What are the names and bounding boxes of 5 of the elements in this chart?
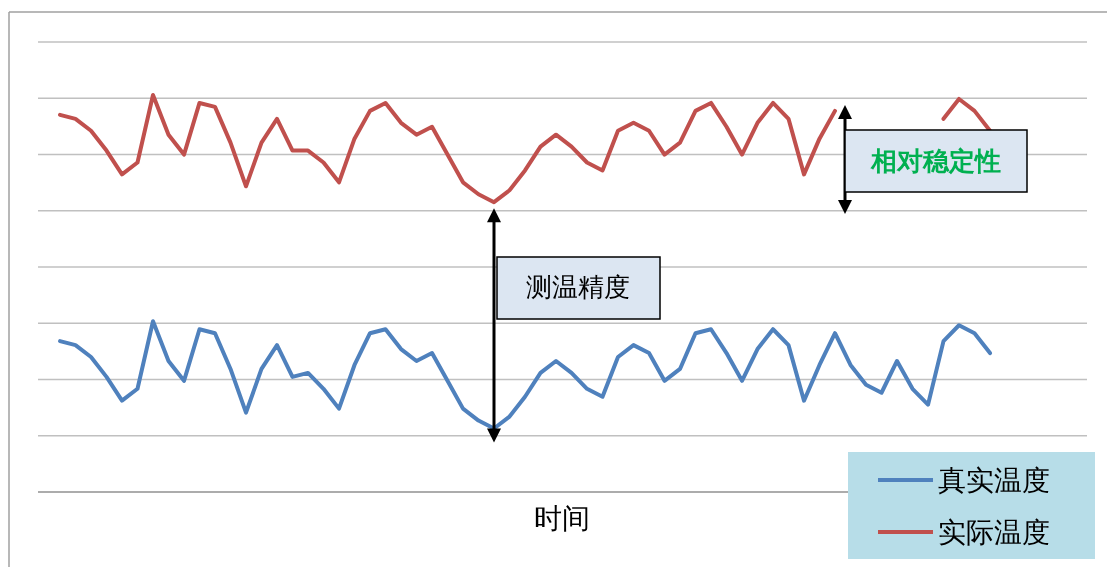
annotation: 相对稳定性 — [870, 147, 1001, 176]
annotation: 测温精度 — [526, 273, 630, 302]
legend-label: 真实温度 — [938, 465, 1050, 496]
legend-label: 实际温度 — [938, 517, 1050, 548]
x-axis-title: 时间 — [534, 503, 590, 534]
